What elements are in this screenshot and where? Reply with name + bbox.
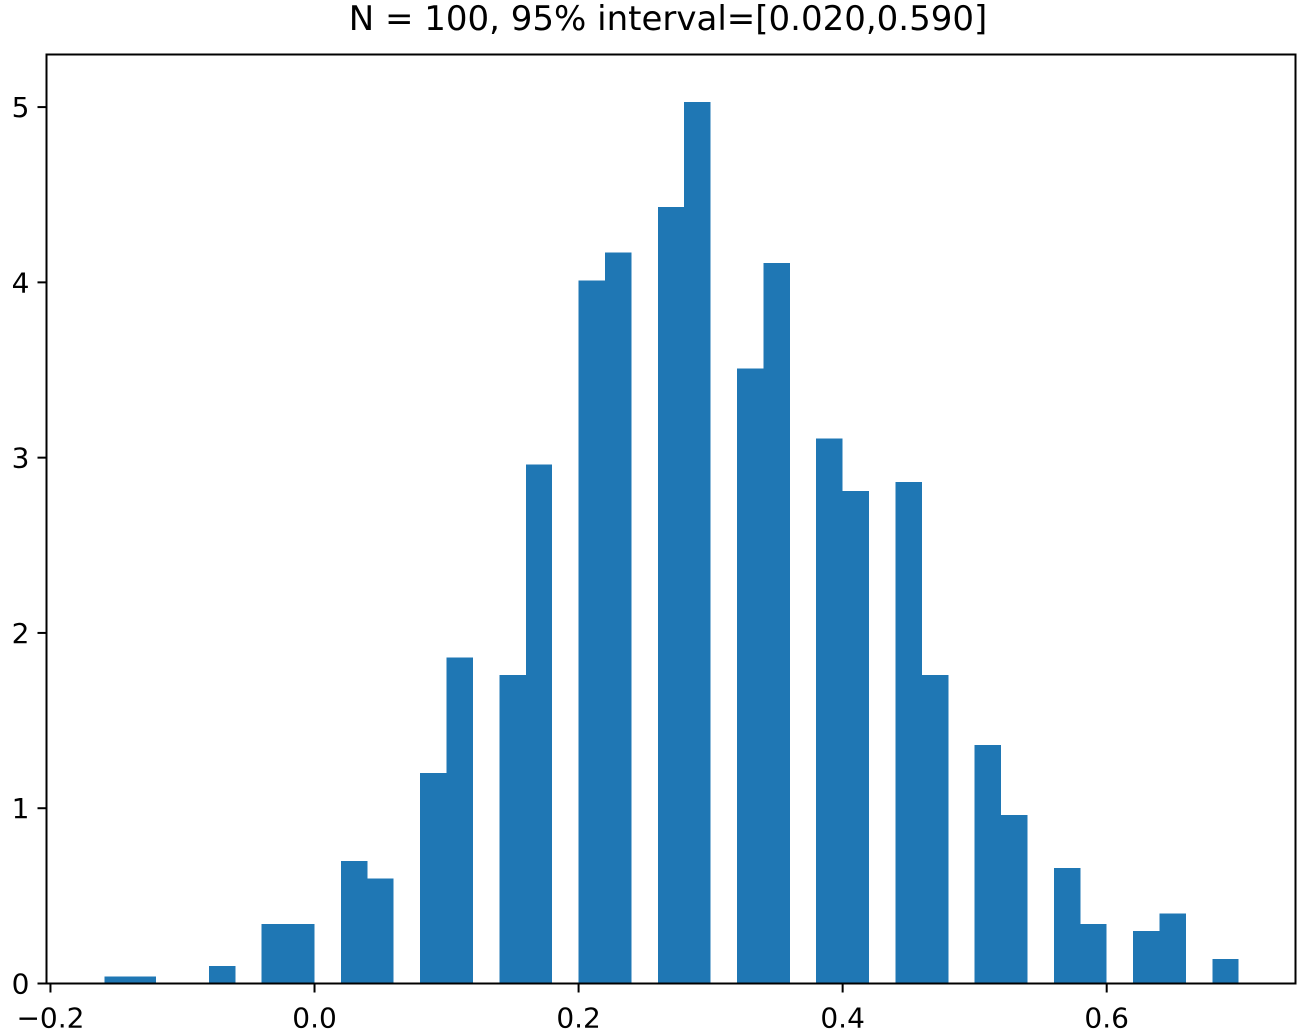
histogram-bar [104,976,157,984]
histogram-bar [288,923,315,984]
x-tick-label: 0.4 [820,1002,865,1035]
y-tick-label: 5 [12,91,30,124]
plot-frame [45,53,1297,985]
histogram-bar [604,252,632,984]
y-tick-label: 2 [12,617,30,650]
histogram-bar [1001,815,1028,984]
y-axis: 0 1 2 3 4 5 [12,91,47,1001]
histogram-bar [816,438,843,984]
x-tick-label: 0.0 [292,1002,337,1035]
histogram-bar [420,773,447,984]
x-tick-label: 0.2 [556,1002,601,1035]
x-axis: −0.2 0.0 0.2 0.4 0.6 [16,983,1129,1035]
histogram-bar [974,745,1002,984]
bars-group [104,101,1239,984]
histogram-bar [446,657,473,984]
histogram-bar [1053,867,1081,984]
histogram-bar [684,101,711,984]
histogram-bar [1212,958,1239,984]
histogram-bar [1080,923,1107,984]
histogram-bar [578,280,605,984]
histogram-bar [895,482,922,984]
histogram-bar [340,860,368,984]
y-tick-label: 3 [12,442,30,475]
y-tick-label: 0 [12,968,30,1001]
histogram-bar [657,206,685,984]
x-tick-label: −0.2 [16,1002,84,1035]
histogram-bar [261,923,289,984]
histogram-bar [367,878,394,984]
histogram-bar [921,675,949,984]
histogram-bar [208,965,236,984]
histogram-bar [763,263,790,984]
histogram-bar [525,464,553,984]
chart-title: N = 100, 95% interval=[0.020,0.590] [349,0,988,39]
x-tick-label: 0.6 [1084,1002,1129,1035]
histogram-bar [499,675,526,984]
histogram-bar [1133,930,1160,984]
histogram-bar [842,490,870,984]
y-tick-label: 1 [12,792,30,825]
y-tick-label: 4 [12,266,30,299]
histogram-bar [1159,913,1186,984]
histogram-bar [737,368,764,984]
